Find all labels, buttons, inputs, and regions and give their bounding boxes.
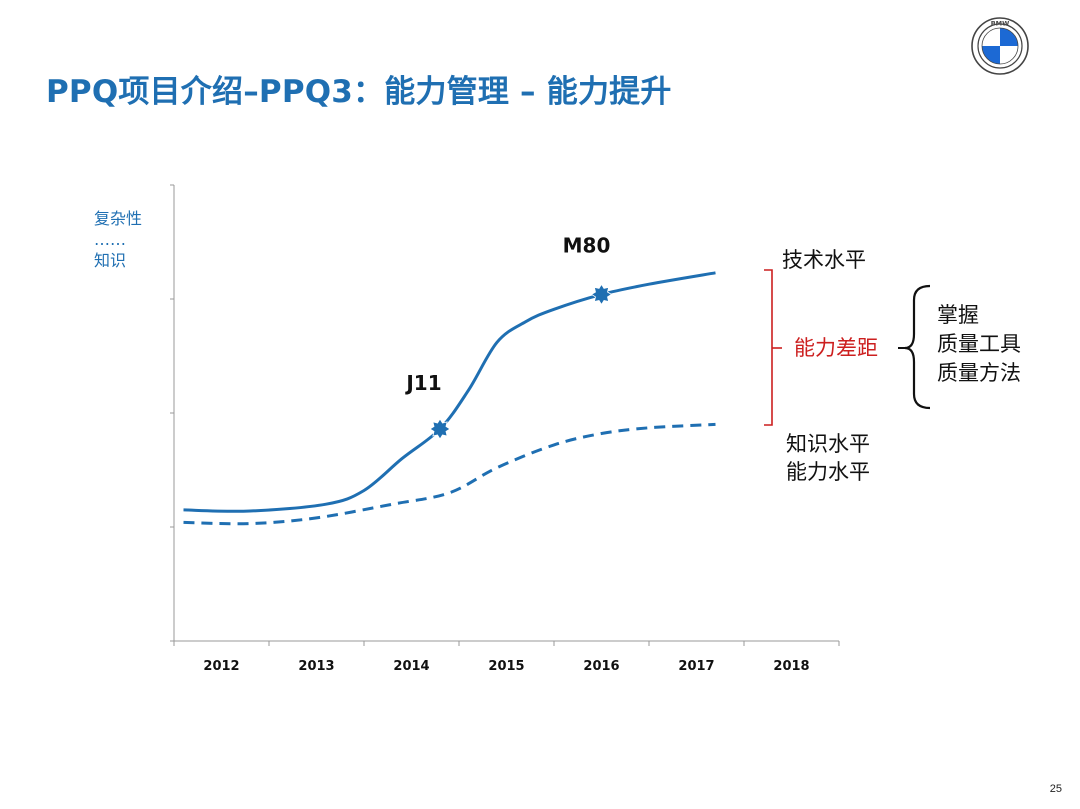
y-axis-label-line-1: …… [94,230,126,249]
bmw-logo-quadrant-br [1000,46,1018,64]
chart-axes [170,184,840,646]
bmw-logo-quadrant-bl [982,46,1000,64]
x-tick-label-2015: 2015 [488,659,524,674]
x-tick-label-2014: 2014 [393,659,429,674]
brace-item-2: 质量方法 [937,361,1021,385]
lower-line-label-0: 知识水平 [786,432,870,456]
upper-line-label: 技术水平 [782,248,866,272]
x-tick-label-2013: 2013 [298,659,334,674]
series-line-solid [183,271,716,513]
chart-x-ticks: 2012 2013 2014 2015 2016 2017 2018 [203,659,809,674]
series-line-dashed [183,422,716,526]
chart-series [183,271,716,526]
bmw-logo: BMW [971,17,1029,75]
marker-star-m80 [590,283,613,306]
gap-label: 能力差距 [794,336,878,360]
gap-bracket [764,269,773,426]
x-tick-label-2017: 2017 [678,659,714,674]
chart-markers: J11 M80 [404,233,613,440]
marker-label-m80: M80 [563,233,611,257]
x-tick-label-2012: 2012 [203,659,239,674]
slide-title: PPQ项目介绍–PPQ3：能力管理 – 能力提升 [46,74,672,110]
curly-brace [904,284,931,410]
y-axis-label-line-0: 复杂性 [94,209,142,228]
bmw-logo-center-outline [981,27,1019,65]
brace-item-0: 掌握 [937,303,979,327]
brace-item-1: 质量工具 [937,332,1021,356]
x-tick-label-2016: 2016 [583,659,619,674]
x-tick-label-2018: 2018 [773,659,809,674]
bmw-logo-quadrant-tl [982,28,1000,46]
bmw-logo-quadrant-tr [1000,28,1018,46]
y-axis-label-line-2: 知识 [94,251,126,270]
bmw-logo-text: BMW [991,20,1010,28]
page-number: 25 [1049,783,1062,795]
marker-star-j11 [429,418,451,440]
lower-line-label-1: 能力水平 [786,460,870,484]
marker-label-j11: J11 [404,371,441,395]
